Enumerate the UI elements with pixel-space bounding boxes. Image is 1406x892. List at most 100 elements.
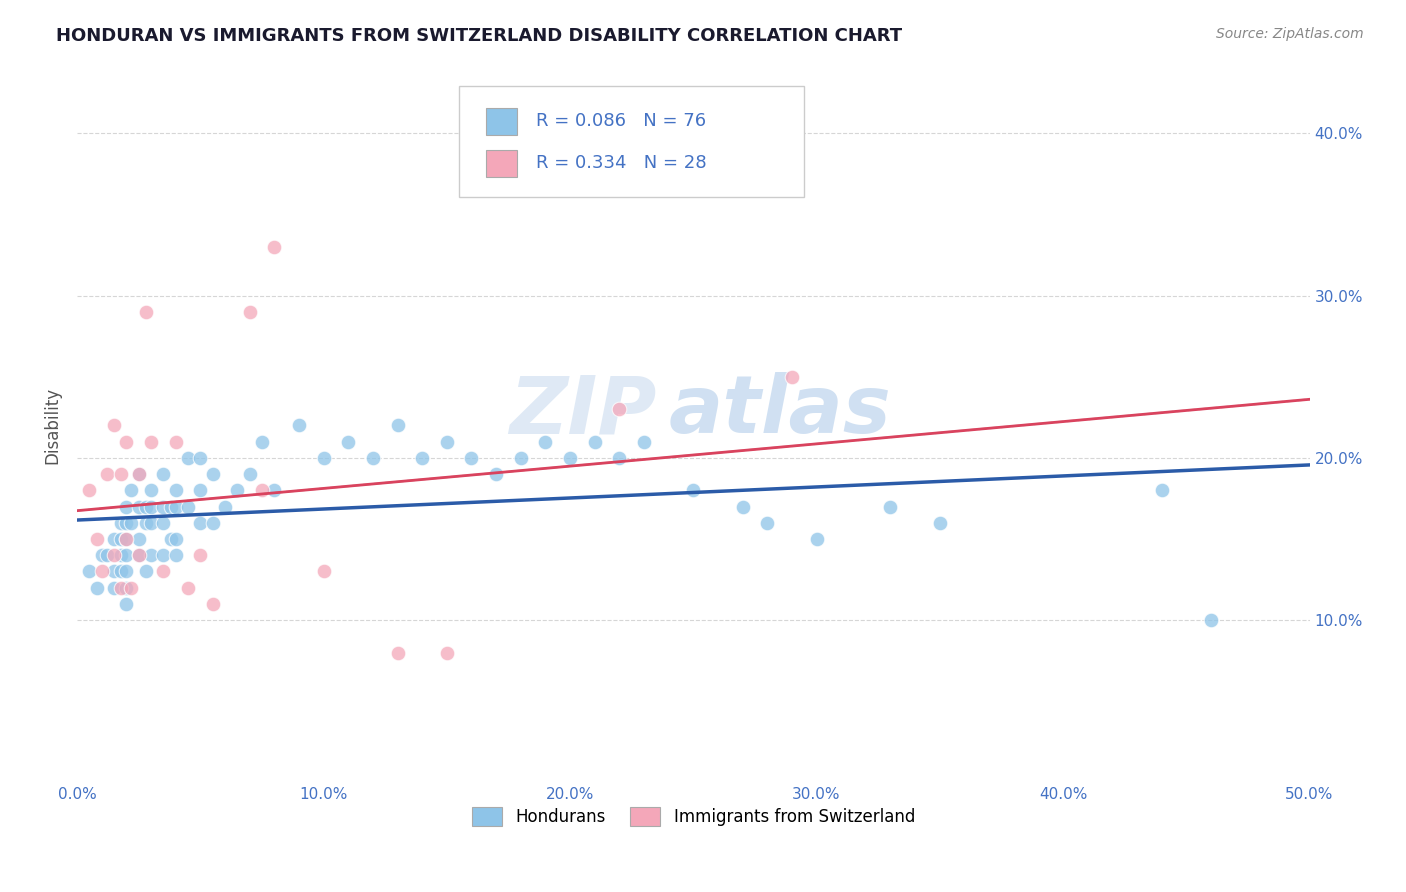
Point xyxy=(103,418,125,433)
FancyBboxPatch shape xyxy=(460,87,804,197)
Point xyxy=(609,450,631,465)
Point xyxy=(387,418,409,433)
Point xyxy=(139,483,162,498)
Point xyxy=(583,434,606,449)
Text: atlas: atlas xyxy=(669,372,891,450)
Point xyxy=(90,548,112,562)
Point xyxy=(128,467,150,482)
Point xyxy=(534,434,557,449)
Point xyxy=(152,548,174,562)
Text: R = 0.086   N = 76: R = 0.086 N = 76 xyxy=(536,112,706,130)
Bar xyxy=(486,150,517,177)
Point xyxy=(79,565,101,579)
Point xyxy=(103,548,125,562)
Point xyxy=(128,548,150,562)
Point xyxy=(135,516,157,530)
Point xyxy=(165,548,187,562)
Point xyxy=(103,565,125,579)
Point xyxy=(135,565,157,579)
Point xyxy=(263,483,285,498)
Point xyxy=(731,500,754,514)
Point xyxy=(86,532,108,546)
Point xyxy=(239,467,262,482)
Point xyxy=(239,305,262,319)
Point xyxy=(177,450,200,465)
Point xyxy=(159,500,181,514)
Point xyxy=(139,548,162,562)
Point xyxy=(135,500,157,514)
Point xyxy=(159,532,181,546)
Point xyxy=(115,532,138,546)
Point xyxy=(1199,613,1222,627)
Point xyxy=(201,516,224,530)
Bar xyxy=(486,108,517,135)
Point xyxy=(250,434,273,449)
Point xyxy=(226,483,249,498)
Point xyxy=(110,467,132,482)
Point xyxy=(115,581,138,595)
Point xyxy=(361,450,384,465)
Point xyxy=(263,240,285,254)
Point xyxy=(115,434,138,449)
Point xyxy=(110,581,132,595)
Point xyxy=(188,483,211,498)
Point xyxy=(103,532,125,546)
Point xyxy=(115,597,138,611)
Point xyxy=(115,500,138,514)
Point xyxy=(120,516,142,530)
Point xyxy=(115,548,138,562)
Y-axis label: Disability: Disability xyxy=(44,387,60,464)
Point xyxy=(139,434,162,449)
Point xyxy=(165,434,187,449)
Point xyxy=(110,516,132,530)
Point xyxy=(250,483,273,498)
Point xyxy=(152,467,174,482)
Point xyxy=(128,532,150,546)
Point xyxy=(609,402,631,417)
Point xyxy=(485,467,508,482)
Legend: Hondurans, Immigrants from Switzerland: Hondurans, Immigrants from Switzerland xyxy=(463,798,924,835)
Point xyxy=(139,500,162,514)
Point xyxy=(128,500,150,514)
Point xyxy=(214,500,236,514)
Point xyxy=(177,500,200,514)
Point xyxy=(115,516,138,530)
Point xyxy=(201,467,224,482)
Point xyxy=(135,305,157,319)
Point xyxy=(558,450,581,465)
Point xyxy=(780,369,803,384)
Point xyxy=(188,516,211,530)
Point xyxy=(115,565,138,579)
Point xyxy=(436,434,458,449)
Point xyxy=(103,581,125,595)
Point xyxy=(509,450,531,465)
Text: ZIP: ZIP xyxy=(509,372,657,450)
Point xyxy=(633,434,655,449)
Point xyxy=(201,597,224,611)
Point xyxy=(756,516,779,530)
Point xyxy=(96,548,118,562)
Point xyxy=(165,483,187,498)
Point xyxy=(120,581,142,595)
Point xyxy=(110,548,132,562)
Point xyxy=(96,467,118,482)
Point xyxy=(165,532,187,546)
Point xyxy=(165,500,187,514)
Point xyxy=(188,450,211,465)
Point xyxy=(139,516,162,530)
Point xyxy=(682,483,704,498)
Point xyxy=(110,532,132,546)
Point xyxy=(188,548,211,562)
Point xyxy=(337,434,360,449)
Point xyxy=(312,565,335,579)
Text: HONDURAN VS IMMIGRANTS FROM SWITZERLAND DISABILITY CORRELATION CHART: HONDURAN VS IMMIGRANTS FROM SWITZERLAND … xyxy=(56,27,903,45)
Point xyxy=(806,532,828,546)
Point xyxy=(115,532,138,546)
Point xyxy=(90,565,112,579)
Point xyxy=(879,500,901,514)
Point xyxy=(928,516,950,530)
Point xyxy=(312,450,335,465)
Point xyxy=(288,418,311,433)
Point xyxy=(152,565,174,579)
Point xyxy=(128,467,150,482)
